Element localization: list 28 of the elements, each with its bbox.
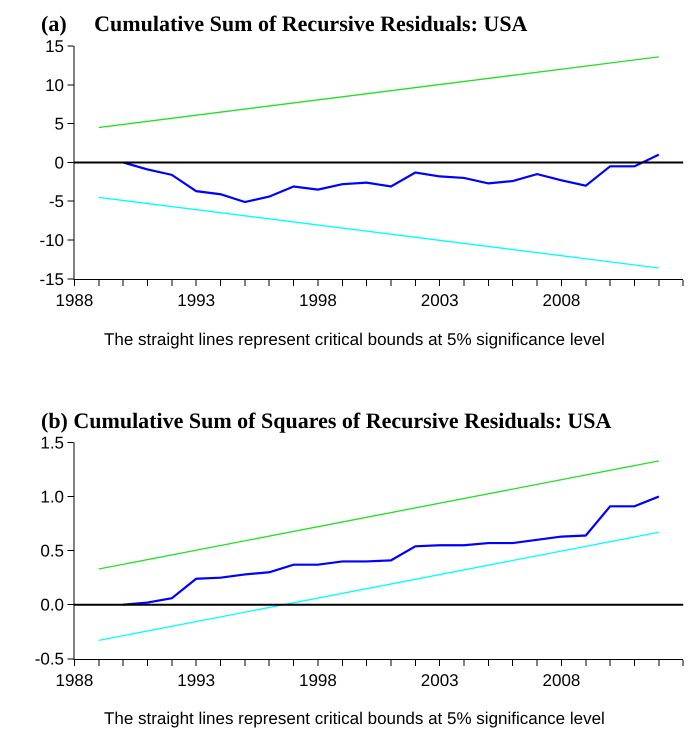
y-tick-label: 1.5 <box>40 433 64 452</box>
x-tick-label: 2008 <box>542 291 580 310</box>
x-tick-label: 1998 <box>299 291 337 310</box>
y-tick-label: 0.5 <box>40 542 64 561</box>
x-tick-label: 1988 <box>56 291 94 310</box>
y-tick-label: -10 <box>39 231 64 250</box>
chart-title: (b) Cumulative Sum of Squares of Recursive Residuals: USA <box>41 408 612 433</box>
y-tick-label: 0 <box>54 153 64 172</box>
x-tick-label: 2008 <box>542 671 580 690</box>
y-tick-label: 1.0 <box>40 488 64 507</box>
x-tick-label: 2003 <box>420 291 459 310</box>
y-tick-label: -0.5 <box>34 650 64 669</box>
y-tick-label: 0.0 <box>40 596 64 615</box>
text: The straight lines represent critical bounds at 5% significance level <box>104 330 605 349</box>
x-tick-label: 1993 <box>177 291 216 310</box>
x-tick-label: 1998 <box>299 671 337 690</box>
x-tick-label: 1993 <box>177 671 216 690</box>
line-series <box>122 495 660 606</box>
y-tick-label: 10 <box>45 76 64 95</box>
x-tick-label: 2003 <box>420 671 459 690</box>
y-tick-label: -15 <box>39 270 64 289</box>
y-tick-label: 5 <box>54 114 64 134</box>
chart-title: (a) Cumulative Sum of Recursive Residuals: USA <box>41 11 528 36</box>
text: The straight lines represent critical bounds at 5% significance level <box>104 709 605 728</box>
y-tick-label: 15 <box>45 36 64 56</box>
x-tick-label: 1988 <box>56 671 94 690</box>
y-tick-label: -5 <box>48 192 64 212</box>
line-series <box>122 154 660 204</box>
